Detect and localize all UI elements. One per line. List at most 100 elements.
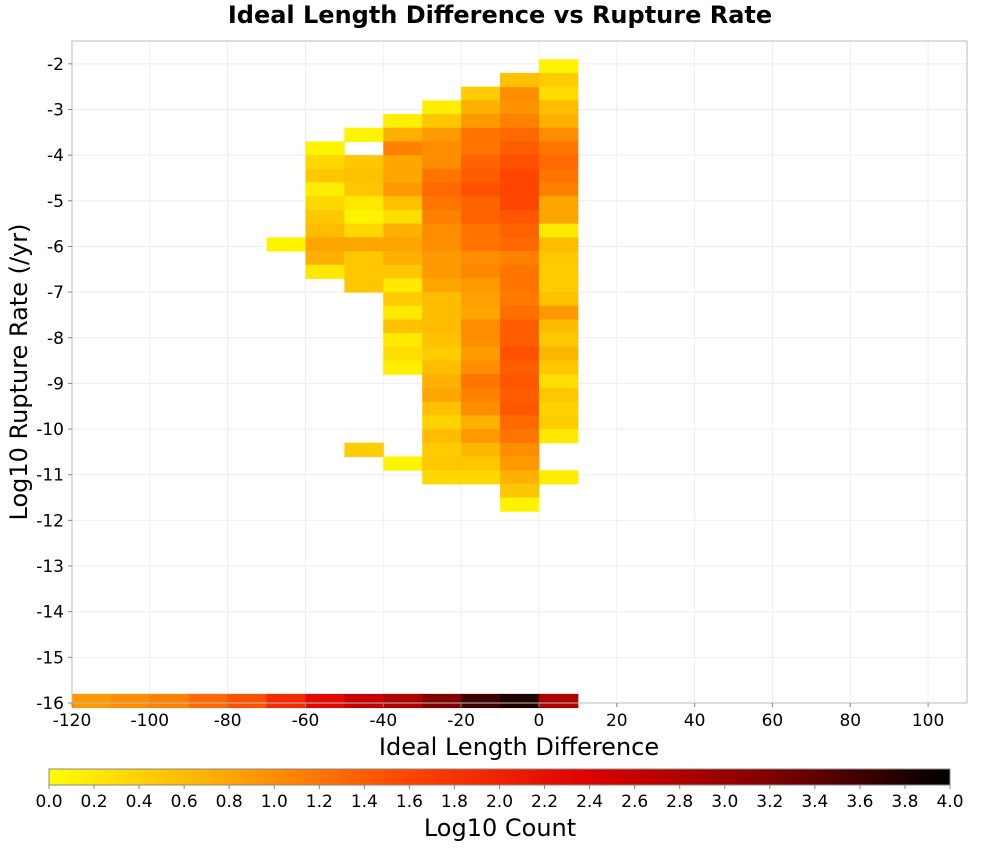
- heatmap-cell: [500, 155, 540, 170]
- heatmap-cell: [538, 346, 579, 362]
- heatmap-cell: [500, 387, 540, 403]
- heatmap-cell: [461, 346, 501, 362]
- heatmap-cell: [538, 319, 579, 334]
- heatmap-cell: [422, 470, 462, 485]
- heatmap-cell: [500, 360, 540, 375]
- heatmap-cell: [383, 264, 423, 279]
- heatmap-cell: [383, 251, 423, 266]
- colorbar: [48, 768, 951, 786]
- heatmap-cell: [500, 237, 540, 252]
- heatmap-cell: [422, 401, 462, 416]
- heatmap-cell: [383, 168, 423, 184]
- heatmap-cell: [500, 141, 540, 156]
- heatmap-cell: [266, 693, 306, 709]
- x-tick-label: 0: [534, 711, 545, 731]
- heatmap-cell: [461, 442, 501, 457]
- colorbar-label: Log10 Count: [424, 814, 576, 842]
- heatmap-cell: [461, 333, 501, 348]
- heatmap-cell: [188, 693, 229, 709]
- colorbar-tick-label: 3.0: [711, 792, 738, 812]
- heatmap-cell: [538, 387, 579, 403]
- heatmap-cell: [422, 442, 462, 457]
- heatmap-cell: [305, 182, 345, 197]
- heatmap-cell: [72, 693, 112, 709]
- heatmap-cell: [500, 456, 540, 471]
- heatmap-cell: [266, 237, 306, 252]
- heatmap-cell: [500, 333, 540, 348]
- heatmap-cell: [422, 209, 462, 225]
- heatmap-cell: [383, 114, 423, 129]
- heatmap-cell: [305, 141, 345, 156]
- x-tick-label: -60: [292, 711, 320, 731]
- heatmap-cell: [227, 693, 268, 709]
- heatmap-cell: [500, 114, 540, 129]
- heatmap-cell: [538, 168, 579, 184]
- colorbar-ticks: 0.0 0.2 0.4 0.6 0.8 1.0 1.2 1.4 1.6 1.8 2.0 2.2 2.4 2…: [35, 785, 964, 812]
- heatmap-cell: [500, 305, 540, 320]
- heatmap-cell: [461, 264, 501, 279]
- heatmap-cell: [461, 237, 501, 252]
- heatmap-cell: [500, 429, 540, 444]
- heatmap-cell: [461, 319, 501, 334]
- chart-title: Ideal Length Difference vs Rupture Rate: [228, 1, 772, 29]
- heatmap-cell: [383, 141, 423, 156]
- heatmap-cell: [383, 693, 423, 709]
- heatmap-cell: [383, 346, 423, 362]
- heatmap-cell: [383, 305, 423, 320]
- x-tick-label: 20: [606, 711, 628, 731]
- heatmap-cell: [461, 470, 501, 485]
- heatmap-cell: [538, 429, 579, 444]
- heatmap-cell: [538, 237, 579, 252]
- y-tick-label: -9: [47, 374, 64, 394]
- heatmap-cell: [344, 209, 384, 225]
- colorbar-tick-label: 2.0: [486, 792, 513, 812]
- plot-frame: [71, 40, 968, 704]
- heatmap-cell: [305, 223, 345, 238]
- x-tick-label: 80: [839, 711, 861, 731]
- heatmap-cell: [422, 155, 462, 170]
- heatmap-cell: [461, 387, 501, 403]
- heatmap-cell: [538, 470, 579, 485]
- heatmap-cell: [344, 442, 384, 457]
- heatmap-cell: [461, 374, 501, 389]
- colorbar-tick-label: 1.6: [396, 792, 423, 812]
- heatmap-cell: [344, 251, 384, 266]
- x-axis-title: Ideal Length Difference: [379, 733, 659, 761]
- heatmap-cell: [500, 374, 540, 389]
- heatmap-cell: [461, 209, 501, 225]
- colorbar-tick-label: 1.8: [441, 792, 468, 812]
- heatmap-cell: [344, 223, 384, 238]
- heatmap-cell: [538, 292, 579, 307]
- heatmap-cell: [500, 693, 540, 709]
- heatmap-cell: [500, 127, 540, 142]
- colorbar-tick-label: 3.4: [801, 792, 828, 812]
- heatmap-cell: [538, 251, 579, 266]
- heatmap-cell: [344, 693, 384, 709]
- heatmap-cell: [422, 346, 462, 362]
- colorbar-tick-label: 0.6: [171, 792, 198, 812]
- colorbar-tick-label: 2.6: [621, 792, 648, 812]
- y-tick-label: -6: [47, 237, 64, 257]
- colorbar-tick-label: 3.8: [891, 792, 918, 812]
- heatmap-cell: [538, 374, 579, 389]
- heatmap-cell: [422, 264, 462, 279]
- heatmap-cell: [500, 86, 540, 101]
- y-tick-label: -16: [36, 694, 64, 714]
- heatmap-cell: [383, 223, 423, 238]
- heatmap-cell: [305, 237, 345, 252]
- x-tick-label: -40: [369, 711, 397, 731]
- x-tick-label: -20: [447, 711, 475, 731]
- heatmap-cell: [305, 209, 345, 225]
- heatmap-cell: [538, 693, 579, 709]
- heatmap-cell: [461, 100, 501, 115]
- heatmap-cell: [422, 251, 462, 266]
- heatmap-cell: [305, 693, 345, 709]
- heatmap-cell: [422, 292, 462, 307]
- heatmap-cell: [500, 209, 540, 225]
- heatmap-cell: [461, 360, 501, 375]
- heatmap-cell: [500, 278, 540, 293]
- heatmap-cell: [461, 401, 501, 416]
- heatmap-cell: [538, 114, 579, 129]
